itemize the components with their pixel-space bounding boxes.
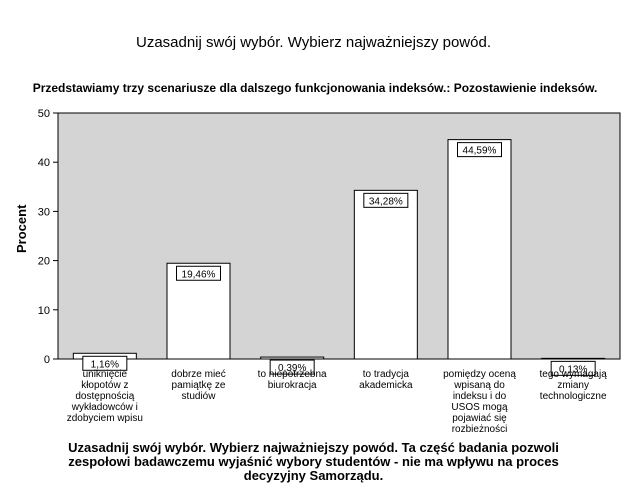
x-tick-label: to tradycja akademicka bbox=[359, 369, 413, 391]
chart-title: Przedstawiamy trzy scenariusze dla dalsz… bbox=[32, 81, 598, 95]
page-title: Uzasadnij swój wybór. Wybierz najważniej… bbox=[135, 34, 491, 51]
data-label: 34,28% bbox=[369, 196, 403, 207]
data-label-box bbox=[363, 192, 409, 208]
data-label: 19,46% bbox=[182, 269, 216, 280]
data-label: 44,59% bbox=[463, 146, 497, 157]
footer-note: Uzasadnij swój wybór. Wybierz najważniej… bbox=[68, 440, 559, 483]
x-tick-label: to niepotrzebna biurokracja bbox=[257, 369, 327, 391]
data-label: 1,16% bbox=[91, 359, 119, 370]
y-tick-label: 10 bbox=[38, 305, 50, 317]
y-tick-label: 30 bbox=[38, 206, 50, 218]
data-label-box bbox=[550, 360, 596, 376]
bar bbox=[447, 139, 512, 360]
y-tick-label: 50 bbox=[38, 108, 50, 120]
x-tick-label: pomiędzy oceną wpisaną do indeksu i do U… bbox=[443, 369, 516, 435]
bar bbox=[353, 189, 418, 360]
x-tick-label: uniknięcie kłopotów z dostępnością wykła… bbox=[66, 369, 143, 424]
data-label-box bbox=[176, 265, 221, 281]
data-label-box bbox=[269, 359, 315, 375]
bar bbox=[541, 357, 606, 360]
data-label-box bbox=[82, 355, 128, 371]
bar bbox=[260, 356, 325, 360]
y-tick-label: 40 bbox=[38, 157, 50, 169]
data-label: 0,39% bbox=[278, 363, 306, 374]
x-tick-label: dobrze mieć pamiątkę ze studiów bbox=[171, 369, 226, 402]
data-label: 0,13% bbox=[559, 364, 587, 375]
data-label-box bbox=[457, 142, 502, 158]
y-tick-label: 20 bbox=[38, 256, 50, 268]
y-tick-label: 0 bbox=[44, 354, 50, 366]
x-tick-label: tego wymagają zmiany technologiczne bbox=[539, 369, 607, 402]
plot-area bbox=[57, 112, 621, 360]
